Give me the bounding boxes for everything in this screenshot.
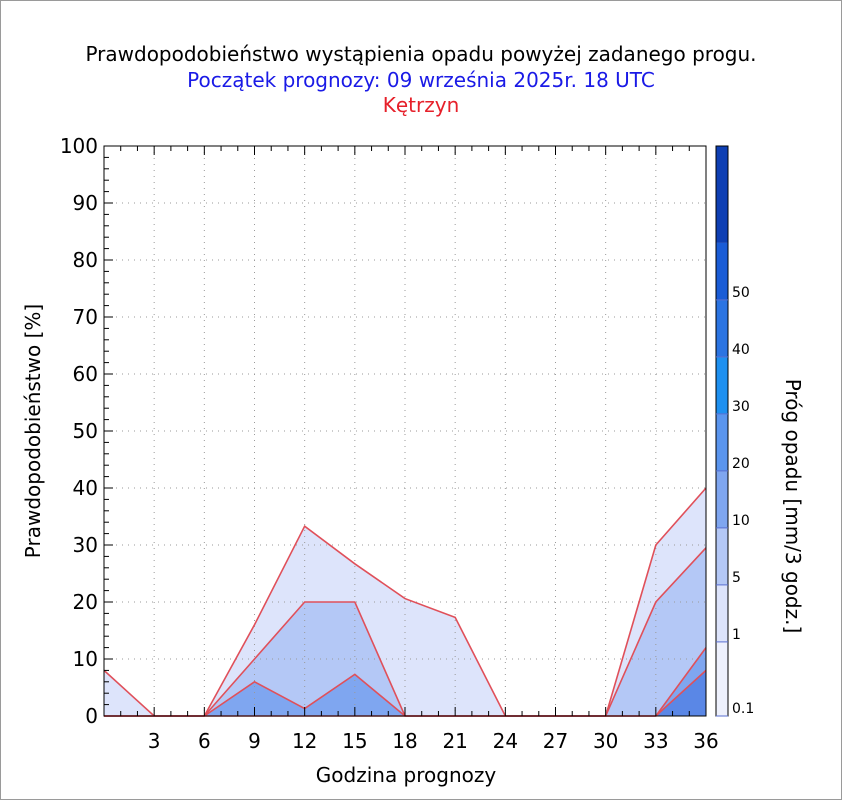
y-tick-label: 30 bbox=[73, 533, 98, 557]
colorbar-band bbox=[716, 584, 728, 642]
y-tick-label: 10 bbox=[73, 647, 98, 671]
chart-title: Prawdopodobieństwo wystąpienia opadu pow… bbox=[85, 42, 757, 66]
colorbar-band bbox=[716, 470, 728, 528]
colorbar-band bbox=[716, 413, 728, 471]
colorbar-tick-label: 20 bbox=[732, 456, 750, 472]
x-axis-label: Godzina prognozy bbox=[316, 763, 497, 787]
colorbar-tick-label: 30 bbox=[732, 399, 750, 415]
x-tick-label: 6 bbox=[198, 729, 211, 753]
x-tick-label: 27 bbox=[543, 729, 568, 753]
x-tick-label: 15 bbox=[342, 729, 367, 753]
y-tick-label: 90 bbox=[73, 191, 98, 215]
colorbar-band bbox=[716, 242, 728, 300]
colorbar-tick-label: 40 bbox=[732, 342, 750, 358]
y-axis-label: Prawdopodobieństwo [%] bbox=[21, 304, 45, 558]
x-tick-label: 36 bbox=[693, 729, 718, 753]
forecast-start-subtitle: Początek prognozy: 09 września 2025r. 18… bbox=[187, 68, 655, 92]
x-tick-label: 9 bbox=[248, 729, 261, 753]
colorbar-band bbox=[716, 146, 728, 243]
x-tick-label: 24 bbox=[493, 729, 518, 753]
colorbar-tick-label: 10 bbox=[732, 513, 750, 529]
y-tick-label: 40 bbox=[73, 476, 98, 500]
x-tick-label: 18 bbox=[392, 729, 417, 753]
y-tick-label: 70 bbox=[73, 305, 98, 329]
colorbar-band bbox=[716, 356, 728, 414]
colorbar-label: Próg opadu [mm/3 godz.] bbox=[781, 379, 805, 634]
axes: 3 6 9 12 15 18 21 24 27 30 33 360102030405060708090… bbox=[60, 134, 719, 753]
y-tick-label: 60 bbox=[73, 362, 98, 386]
colorbar-band bbox=[716, 299, 728, 357]
colorbar-tick-label: 50 bbox=[732, 285, 750, 301]
colorbar-tick-label: 5 bbox=[732, 570, 741, 586]
colorbar: 0.1 1 5 10 20 30 40 50 bbox=[715, 145, 754, 717]
x-tick-label: 33 bbox=[643, 729, 668, 753]
colorbar-tick-label: 1 bbox=[732, 627, 741, 643]
y-tick-label: 0 bbox=[85, 704, 98, 728]
colorbar-band bbox=[716, 641, 728, 716]
x-tick-label: 30 bbox=[593, 729, 618, 753]
y-tick-label: 20 bbox=[73, 590, 98, 614]
area-threshold-1 bbox=[104, 547, 706, 716]
y-tick-label: 80 bbox=[73, 248, 98, 272]
colorbar-tick-label: 0.1 bbox=[732, 701, 754, 717]
y-tick-label: 50 bbox=[73, 419, 98, 443]
colorbar-band bbox=[716, 527, 728, 585]
y-tick-label: 100 bbox=[60, 134, 98, 158]
x-tick-label: 21 bbox=[442, 729, 467, 753]
x-tick-label: 12 bbox=[292, 729, 317, 753]
location-name: Kętrzyn bbox=[382, 93, 460, 117]
x-tick-label: 3 bbox=[148, 729, 161, 753]
